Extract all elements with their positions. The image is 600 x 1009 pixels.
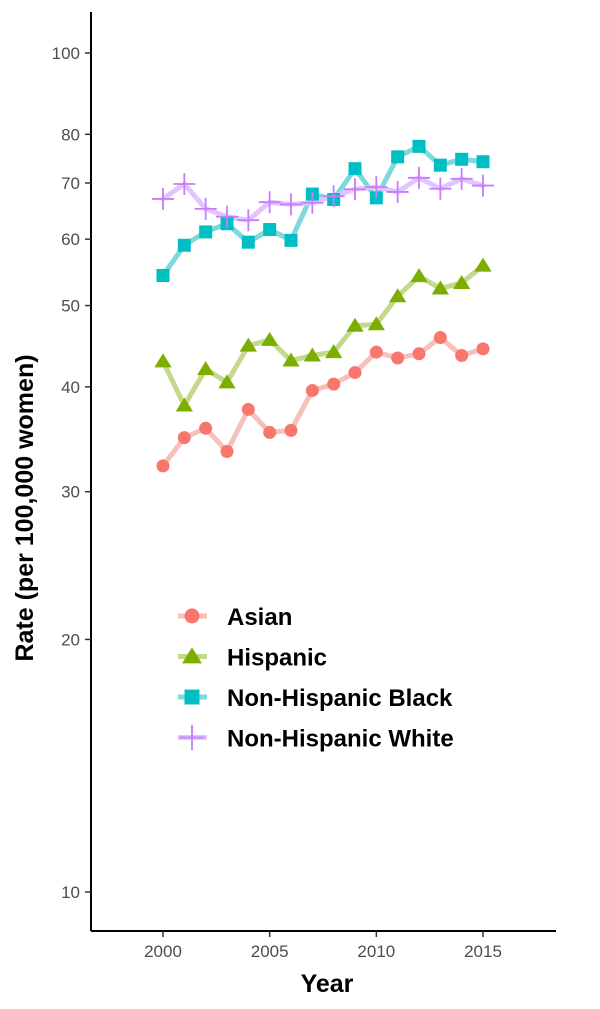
data-point-hispanic (410, 268, 428, 283)
data-point-hispanic (453, 274, 471, 289)
y-tick-label: 10 (61, 883, 80, 902)
data-point-non-hispanic-black (284, 233, 298, 247)
data-point-non-hispanic-white (173, 173, 196, 196)
series-line-hispanic (160, 263, 486, 409)
data-point-non-hispanic-black (177, 238, 191, 252)
legend-key-marker (179, 724, 205, 751)
series-line-asian (160, 335, 486, 469)
data-point-hispanic (239, 337, 257, 352)
data-point-non-hispanic-black (263, 223, 277, 237)
series-lines (160, 143, 486, 469)
legend-item-hispanic: Hispanic (178, 645, 327, 672)
data-point-asian (455, 348, 469, 362)
data-point-non-hispanic-white (322, 185, 345, 208)
legend-label: Non-Hispanic White (227, 726, 454, 753)
y-tick-label: 80 (61, 125, 80, 144)
data-point-non-hispanic-white (301, 191, 324, 214)
data-point-asian (156, 459, 170, 473)
legend-key-marker (184, 608, 200, 624)
x-tick-label: 2015 (464, 942, 502, 961)
x-tick-label: 2010 (357, 942, 395, 961)
data-point-hispanic (154, 353, 172, 368)
data-point-non-hispanic-white (472, 174, 494, 197)
data-point-non-hispanic-black (391, 150, 405, 164)
data-point-non-hispanic-white (408, 166, 430, 189)
data-point-asian (199, 421, 213, 435)
data-point-non-hispanic-white (152, 187, 174, 210)
data-point-asian (348, 366, 362, 380)
legend-label: Hispanic (227, 645, 327, 672)
y-tick-label: 60 (61, 230, 80, 249)
data-point-asian (433, 331, 447, 345)
data-point-hispanic (282, 352, 300, 367)
data-point-asian (177, 431, 191, 445)
y-tick-label: 70 (61, 174, 80, 193)
data-point-asian (327, 377, 341, 391)
data-point-asian (476, 342, 490, 356)
data-point-non-hispanic-white (194, 197, 217, 220)
data-point-asian (220, 444, 234, 458)
legend-key-marker (182, 647, 202, 664)
data-point-non-hispanic-black (455, 152, 469, 166)
data-point-hispanic (389, 288, 407, 303)
data-point-asian (241, 402, 255, 416)
x-axis: 2000 2005 2010 2015 (91, 930, 556, 961)
data-point-non-hispanic-black (156, 269, 170, 283)
series-line-non-hispanic-white (160, 175, 486, 223)
series-points (152, 139, 494, 473)
data-point-non-hispanic-white (386, 180, 409, 203)
data-point-hispanic (197, 361, 215, 376)
data-point-non-hispanic-black (412, 139, 426, 153)
data-point-hispanic (303, 347, 321, 362)
data-point-non-hispanic-white (280, 193, 302, 216)
x-axis-title: Year (301, 970, 354, 998)
y-tick-label: 50 (61, 297, 80, 316)
data-point-asian (369, 345, 383, 359)
data-point-non-hispanic-white (450, 167, 473, 190)
legend-label: Non-Hispanic Black (227, 685, 453, 712)
data-point-non-hispanic-white (258, 191, 281, 214)
data-point-hispanic (175, 397, 193, 412)
data-point-non-hispanic-white (216, 205, 238, 228)
y-tick-label: 30 (61, 483, 80, 502)
data-point-asian (305, 384, 319, 398)
data-point-non-hispanic-black (433, 158, 447, 172)
x-tick-label: 2000 (144, 942, 182, 961)
data-point-non-hispanic-white (365, 176, 388, 199)
data-point-hispanic (218, 374, 236, 389)
data-point-non-hispanic-black (476, 155, 490, 169)
legend-item-asian: Asian (178, 604, 292, 631)
data-point-hispanic (346, 317, 364, 332)
data-point-hispanic (474, 257, 492, 272)
y-tick-label: 100 (52, 44, 80, 63)
legend-item-non-hispanic-white: Non-Hispanic White (178, 724, 454, 753)
data-point-hispanic (261, 331, 279, 346)
data-point-hispanic (325, 344, 343, 359)
x-tick-label: 2005 (251, 942, 289, 961)
data-point-non-hispanic-white (344, 178, 366, 201)
data-point-non-hispanic-white (237, 209, 260, 232)
data-point-non-hispanic-black (348, 162, 362, 176)
y-tick-label: 40 (61, 378, 80, 397)
legend-key-marker (184, 689, 200, 705)
data-point-hispanic (367, 316, 385, 331)
y-axis: 10 20 30 40 50 60 70 80 100 (52, 12, 92, 931)
data-point-asian (412, 347, 426, 361)
data-point-non-hispanic-black (241, 235, 255, 249)
legend-label: Asian (227, 604, 292, 631)
data-point-asian (263, 425, 277, 439)
data-point-asian (284, 423, 298, 437)
data-point-non-hispanic-black (199, 225, 213, 239)
legend: Asian Hispanic Non-Hispanic Black Non-Hispa… (178, 604, 454, 753)
legend-item-non-hispanic-black: Non-Hispanic Black (178, 685, 453, 712)
y-tick-label: 20 (61, 630, 80, 649)
data-point-asian (391, 351, 405, 365)
data-point-hispanic (431, 280, 449, 295)
y-axis-title: Rate (per 100,000 women) (11, 354, 39, 661)
data-point-non-hispanic-white (429, 177, 452, 200)
